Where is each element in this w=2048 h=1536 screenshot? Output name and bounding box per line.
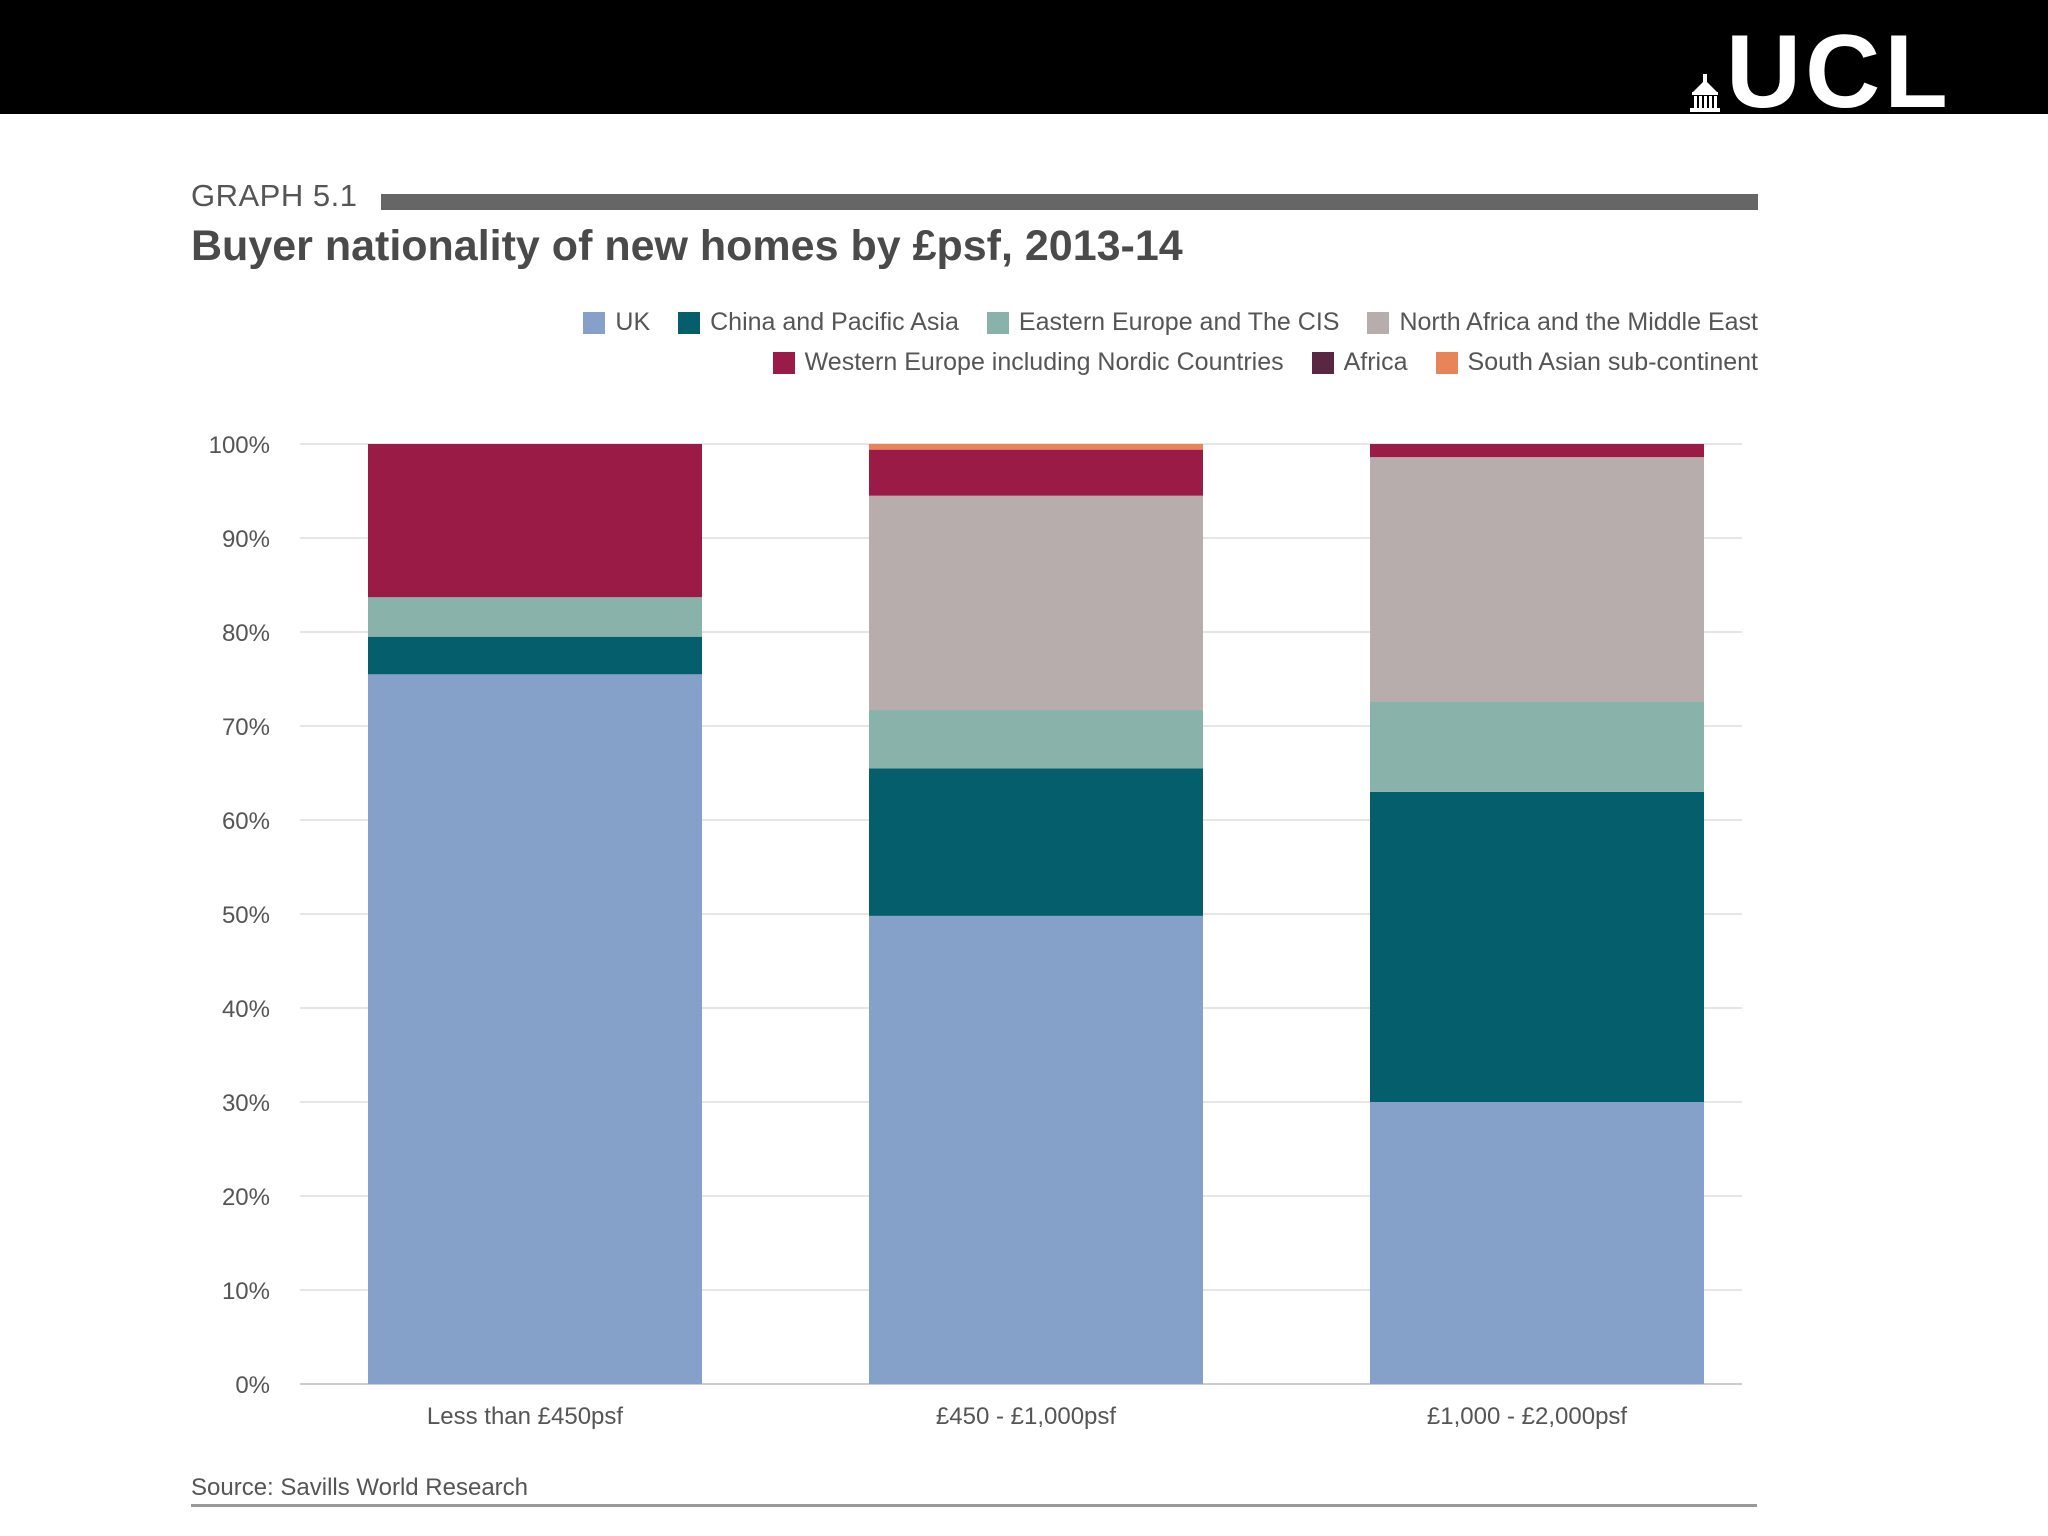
legend-item: Africa <box>1311 348 1408 377</box>
y-tick-label: 70% <box>222 714 270 741</box>
y-tick-label: 30% <box>222 1090 270 1117</box>
stacked-bar-chart: 0% 10% 20% 30% 40% 50% 60% 70% 80% 90% 100% Less th… <box>209 432 1742 1430</box>
legend-item: South Asian sub-continent <box>1435 348 1758 377</box>
top-bar: UCL <box>0 0 2048 114</box>
legend-label: UK <box>615 308 651 336</box>
y-tick-label: 50% <box>222 902 270 929</box>
bar-segment <box>869 495 1203 711</box>
y-tick-label: 80% <box>222 620 270 647</box>
graph-rule <box>381 194 1758 210</box>
y-tick-label: 20% <box>222 1184 270 1211</box>
bar-segment <box>1370 1102 1704 1384</box>
bar-segment <box>368 674 702 1384</box>
legend-label: Eastern Europe and The CIS <box>1018 308 1340 336</box>
bar-segment <box>1370 457 1704 702</box>
legend-label: China and Pacific Asia <box>710 308 959 336</box>
x-tick-label: £1,000 - £2,000psf <box>1427 1403 1627 1430</box>
legend-label: Africa <box>1343 348 1408 376</box>
legend-item: Eastern Europe and The CIS <box>986 308 1340 337</box>
bar-segment <box>368 597 702 637</box>
legend-swatch <box>772 351 795 374</box>
y-tick-label: 40% <box>222 996 270 1023</box>
legend-item: UK <box>583 308 650 337</box>
legend-swatch <box>678 311 701 334</box>
logo-text: UCL <box>1726 30 1952 114</box>
legend-item: China and Pacific Asia <box>678 308 959 337</box>
y-tick-label: 10% <box>222 1278 270 1305</box>
bar-segment <box>368 444 702 598</box>
y-tick-label: 60% <box>222 808 270 835</box>
bar-segment <box>869 449 1203 496</box>
legend-swatch <box>1367 311 1390 334</box>
bar-segment <box>1370 701 1704 792</box>
bar-segment <box>869 768 1203 916</box>
legend-swatch <box>1435 351 1458 374</box>
bar-segment <box>368 636 702 675</box>
bar-segment <box>869 710 1203 769</box>
bar-segment <box>869 915 1203 1384</box>
bottom-rule <box>191 1504 1757 1507</box>
y-tick-label: 90% <box>222 526 270 553</box>
source-note: Source: Savills World Research <box>191 1474 529 1501</box>
legend-item: North Africa and the Middle East <box>1367 308 1758 337</box>
x-tick-label: Less than £450psf <box>427 1403 623 1430</box>
legend-label: Western Europe including Nordic Countrie… <box>804 348 1284 376</box>
legend-row: UK China and Pacific Asia Eastern Europe… <box>583 308 1758 337</box>
legend-label: South Asian sub-continent <box>1467 348 1758 376</box>
legend-row: Western Europe including Nordic Countrie… <box>772 348 1758 377</box>
legend-swatch <box>583 311 606 334</box>
portico-icon <box>1690 74 1720 112</box>
legend-swatch <box>1311 351 1334 374</box>
ucl-logo: UCL <box>1690 30 1990 114</box>
legend-item: Western Europe including Nordic Countrie… <box>772 348 1284 377</box>
x-tick-label: £450 - £1,000psf <box>936 1403 1116 1430</box>
bar-segment <box>1370 444 1704 458</box>
bar-segment <box>1370 791 1704 1102</box>
chart-title: Buyer nationality of new homes by £psf, … <box>191 222 1183 270</box>
bar-segment <box>869 444 1203 450</box>
graph-label: GRAPH 5.1 <box>191 178 358 213</box>
y-tick-label: 100% <box>209 432 270 459</box>
legend-label: North Africa and the Middle East <box>1399 308 1758 336</box>
y-tick-label: 0% <box>235 1372 270 1399</box>
legend-swatch <box>986 311 1009 334</box>
